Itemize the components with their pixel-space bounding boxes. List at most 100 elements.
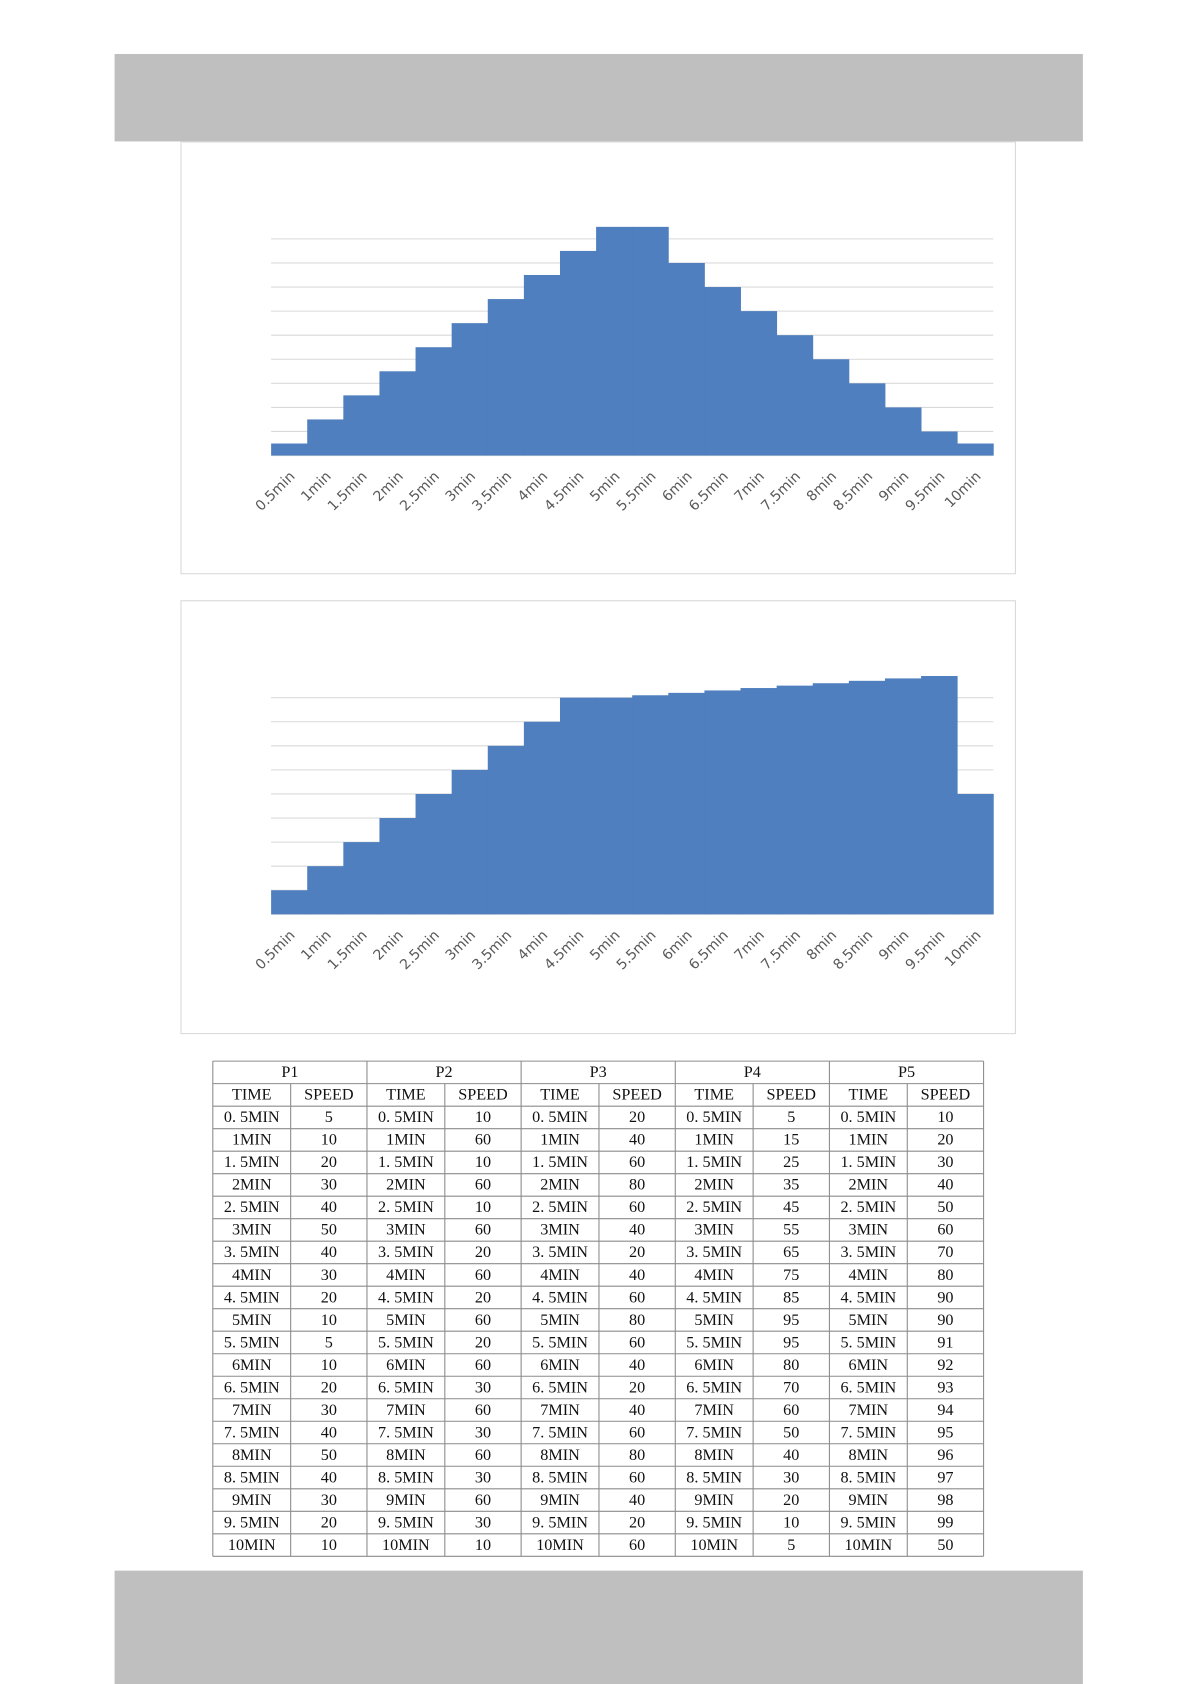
group-header: P2 bbox=[435, 1063, 452, 1081]
table-cell: 30 bbox=[475, 1513, 491, 1531]
bar bbox=[632, 226, 669, 456]
table-cell: 5 bbox=[787, 1108, 795, 1126]
table-cell: 4. 5MIN bbox=[840, 1288, 896, 1306]
bar bbox=[668, 262, 705, 456]
table-cell: 70 bbox=[937, 1243, 953, 1261]
table-cell: 0. 5MIN bbox=[378, 1108, 434, 1126]
table-cell: 7MIN bbox=[232, 1401, 272, 1419]
table-cell: 10 bbox=[783, 1513, 799, 1531]
group-header: P4 bbox=[744, 1063, 761, 1081]
table-cell: 1. 5MIN bbox=[224, 1153, 280, 1171]
table-cell: 8MIN bbox=[849, 1446, 889, 1464]
table-cell: 3. 5MIN bbox=[840, 1243, 896, 1261]
table-cell: 70 bbox=[783, 1378, 799, 1396]
table-cell: 40 bbox=[321, 1468, 337, 1486]
table-cell: 9MIN bbox=[232, 1491, 272, 1509]
table-cell: 7. 5MIN bbox=[378, 1423, 434, 1441]
group-header: P5 bbox=[898, 1063, 915, 1081]
table-cell: 8. 5MIN bbox=[378, 1468, 434, 1486]
table-cell: 3. 5MIN bbox=[532, 1243, 588, 1261]
table-cell: 91 bbox=[937, 1333, 953, 1351]
footer-band bbox=[114, 1570, 1083, 1684]
table-cell: 10 bbox=[321, 1311, 337, 1329]
table-cell: 60 bbox=[475, 1266, 491, 1284]
bar bbox=[559, 250, 597, 456]
table-cell: 8. 5MIN bbox=[840, 1468, 896, 1486]
table-cell: 50 bbox=[321, 1446, 337, 1464]
table-cell: 60 bbox=[475, 1356, 491, 1374]
table-cell: 65 bbox=[783, 1243, 799, 1261]
bar bbox=[487, 299, 525, 456]
table-cell: 30 bbox=[783, 1468, 799, 1486]
table-cell: 40 bbox=[629, 1131, 645, 1149]
table-cell: 30 bbox=[475, 1468, 491, 1486]
table-cell: 6. 5MIN bbox=[840, 1378, 896, 1396]
table-cell: 60 bbox=[937, 1221, 953, 1239]
table-cell: 95 bbox=[937, 1423, 953, 1441]
table-cell: 40 bbox=[629, 1221, 645, 1239]
table-cell: 40 bbox=[321, 1423, 337, 1441]
table-cell: 40 bbox=[937, 1176, 953, 1194]
table-cell: 60 bbox=[475, 1446, 491, 1464]
bar bbox=[740, 688, 778, 915]
table-cell: 6MIN bbox=[232, 1356, 272, 1374]
table-cell: 10 bbox=[321, 1356, 337, 1374]
column-header: TIME bbox=[540, 1086, 580, 1104]
bar bbox=[487, 745, 525, 915]
bar bbox=[596, 697, 633, 915]
table-cell: 30 bbox=[475, 1423, 491, 1441]
table-cell: 10MIN bbox=[845, 1536, 893, 1554]
table-cell: 5. 5MIN bbox=[532, 1333, 588, 1351]
table-cell: 4. 5MIN bbox=[686, 1288, 742, 1306]
bar bbox=[451, 769, 489, 915]
table-cell: 10 bbox=[321, 1131, 337, 1149]
table-cell: 2. 5MIN bbox=[840, 1198, 896, 1216]
table-cell: 1. 5MIN bbox=[686, 1153, 742, 1171]
table-cell: 1MIN bbox=[386, 1131, 426, 1149]
table-cell: 55 bbox=[783, 1221, 799, 1239]
table-cell: 93 bbox=[937, 1378, 953, 1396]
table-cell: 9. 5MIN bbox=[378, 1513, 434, 1531]
bar bbox=[776, 335, 814, 456]
table-cell: 1MIN bbox=[849, 1131, 889, 1149]
table-cell: 60 bbox=[783, 1401, 799, 1419]
table-cell: 6MIN bbox=[540, 1356, 580, 1374]
table-cell: 5. 5MIN bbox=[686, 1333, 742, 1351]
table-cell: 2. 5MIN bbox=[224, 1198, 280, 1216]
header-band bbox=[114, 53, 1083, 142]
table-cell: 99 bbox=[937, 1513, 953, 1531]
bar bbox=[379, 818, 416, 915]
table-cell: 10MIN bbox=[228, 1536, 276, 1554]
table-cell: 9MIN bbox=[849, 1491, 889, 1509]
table-cell: 10 bbox=[321, 1536, 337, 1554]
table-cell: 98 bbox=[937, 1491, 953, 1509]
bar bbox=[704, 287, 741, 456]
table-cell: 90 bbox=[937, 1288, 953, 1306]
table-cell: 3. 5MIN bbox=[378, 1243, 434, 1261]
table-cell: 95 bbox=[783, 1311, 799, 1329]
table-cell: 6MIN bbox=[849, 1356, 889, 1374]
table-cell: 7MIN bbox=[386, 1401, 426, 1419]
table-cell: 50 bbox=[937, 1536, 953, 1554]
table-cell: 20 bbox=[475, 1243, 491, 1261]
table-cell: 97 bbox=[937, 1468, 953, 1486]
table-cell: 9. 5MIN bbox=[224, 1513, 280, 1531]
table-cell: 8. 5MIN bbox=[224, 1468, 280, 1486]
table-cell: 10 bbox=[475, 1198, 491, 1216]
bar bbox=[704, 690, 741, 915]
table-cell: 20 bbox=[629, 1378, 645, 1396]
table-cell: 5 bbox=[325, 1108, 333, 1126]
table-cell: 7. 5MIN bbox=[224, 1423, 280, 1441]
table-cell: 3. 5MIN bbox=[686, 1243, 742, 1261]
bar bbox=[921, 431, 958, 456]
table-cell: 1MIN bbox=[540, 1131, 580, 1149]
bar bbox=[957, 793, 994, 915]
table-cell: 9. 5MIN bbox=[686, 1513, 742, 1531]
table-cell: 0. 5MIN bbox=[224, 1108, 280, 1126]
table-cell: 5 bbox=[325, 1333, 333, 1351]
table-cell: 4MIN bbox=[694, 1266, 734, 1284]
table-cell: 30 bbox=[937, 1153, 953, 1171]
table-cell: 2MIN bbox=[849, 1176, 889, 1194]
bar bbox=[343, 842, 380, 915]
